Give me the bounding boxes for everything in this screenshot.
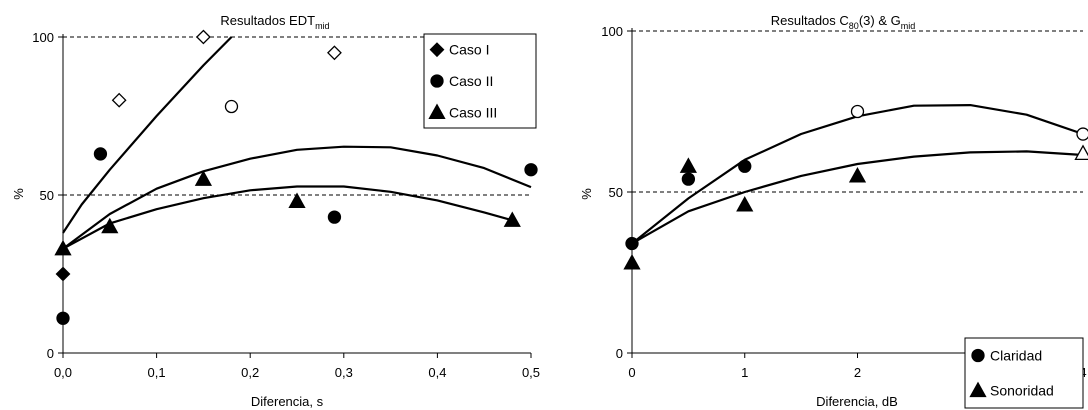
y-tick-label: 50 (40, 188, 54, 203)
data-point-sonoridad (736, 196, 754, 212)
y-axis-label: % (11, 188, 26, 200)
y-axis-label: % (579, 188, 594, 200)
y-tick-label: 100 (32, 30, 54, 45)
trend-line-caso-iii (62, 185, 513, 250)
data-point-sonoridad (848, 167, 867, 183)
data-point-caso-ii (524, 163, 538, 177)
x-tick-label: 0 (628, 365, 635, 380)
data-point-caso-ii (224, 99, 239, 114)
chart-title: Resultados EDTmid (220, 13, 329, 31)
legend-label: Sonoridad (990, 383, 1054, 399)
x-tick-label: 1 (741, 365, 748, 380)
x-tick-label: 0,2 (241, 365, 259, 380)
data-point-claridad (738, 159, 752, 173)
data-point-caso-iii (503, 211, 521, 227)
data-point-sonoridad (679, 157, 697, 173)
x-tick-label: 0,3 (335, 365, 353, 380)
data-point-caso-iii (54, 239, 72, 256)
legend-label: Caso I (449, 42, 489, 58)
trend-line-sonoridad (631, 150, 1084, 245)
legend-label: Caso III (449, 104, 497, 120)
x-axis-label: Diferencia, s (251, 394, 324, 409)
data-point-caso-i (195, 29, 211, 45)
legend-label: Claridad (990, 348, 1042, 364)
legend-box (964, 337, 1084, 409)
data-point-caso-i (111, 92, 127, 108)
chart-edt-mid: Resultados EDTmid Diferencia, s % 0 50 100… (11, 13, 540, 409)
trend-line-caso-i (62, 36, 233, 234)
x-tick-label: 0,5 (522, 365, 540, 380)
data-point-claridad (850, 104, 865, 119)
legend-marker (969, 381, 987, 398)
data-point-caso-ii (56, 311, 70, 325)
data-point-caso-i (55, 266, 71, 282)
data-point-claridad (625, 236, 639, 251)
y-tick-label: 100 (601, 24, 623, 39)
data-point-caso-ii (327, 210, 342, 224)
data-point-sonoridad (1074, 144, 1088, 161)
data-point-claridad (1076, 127, 1088, 141)
x-tick-label: 0,0 (54, 365, 72, 380)
legend-marker (971, 348, 985, 363)
chart-c80-g-mid: Resultados C80(3) & Gmid Diferencia, dB … (579, 13, 1088, 409)
y-tick-label: 50 (609, 185, 623, 200)
legend-marker (429, 42, 445, 58)
legend-marker (428, 103, 446, 119)
y-tick-label: 0 (47, 346, 54, 361)
x-tick-label: 0,1 (148, 365, 166, 380)
data-point-caso-ii (93, 147, 108, 161)
y-tick-label: 0 (616, 346, 623, 361)
trend-line-caso-ii (62, 145, 532, 250)
data-point-claridad (681, 172, 696, 186)
data-point-caso-iii (194, 170, 213, 186)
legend-label: Caso II (449, 73, 493, 89)
chart-title: Resultados C80(3) & Gmid (771, 13, 915, 31)
x-tick-label: 2 (854, 365, 861, 380)
data-point-caso-i (327, 45, 342, 61)
data-point-caso-iii (288, 192, 306, 208)
legend-marker (430, 74, 444, 88)
data-point-sonoridad (623, 254, 641, 270)
data-point-caso-iii (101, 217, 119, 234)
x-axis-label: Diferencia, dB (816, 394, 898, 409)
x-tick-label: 0,4 (428, 365, 446, 380)
